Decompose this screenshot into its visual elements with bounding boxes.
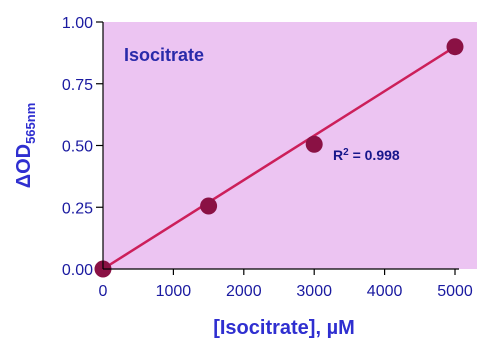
r-exponent: 2: [343, 147, 349, 158]
x-tick-label: 5000: [437, 283, 473, 300]
x-axis-title: [Isocitrate], µM: [213, 317, 355, 339]
x-tick-label: 1000: [156, 283, 192, 300]
x-tick-label: 3000: [296, 283, 332, 300]
r-squared-annotation: R2 = 0.998: [333, 147, 400, 164]
r-symbol: R: [333, 147, 343, 163]
y-axis-title-subscript: 565nm: [23, 103, 38, 144]
y-tick-label: 0.25: [62, 200, 93, 217]
y-axis-title-main: ΔOD: [13, 144, 35, 188]
regression-line: [102, 45, 456, 271]
y-tick-label: 1.00: [62, 15, 93, 32]
y-tick-label: 0.75: [62, 77, 93, 94]
data-point: [446, 38, 464, 56]
x-tick-label: 2000: [226, 283, 262, 300]
x-tick-label: 4000: [367, 283, 403, 300]
y-tick-label: 0.50: [62, 139, 93, 156]
axis-ticks: 0.00 0.25 0.50 0.75 1.00 0 1000 2000 3000 4000 500…: [62, 15, 473, 300]
r-value: = 0.998: [349, 147, 400, 163]
x-tick-label: 0: [99, 283, 108, 300]
plot-title: Isocitrate: [124, 45, 204, 65]
plot-background: [103, 22, 477, 269]
data-point: [305, 135, 323, 153]
fit-line-group: [102, 45, 456, 271]
y-tick-label: 0.00: [62, 262, 93, 279]
y-axis-title: ΔOD565nm: [13, 103, 38, 189]
data-point: [200, 197, 218, 215]
